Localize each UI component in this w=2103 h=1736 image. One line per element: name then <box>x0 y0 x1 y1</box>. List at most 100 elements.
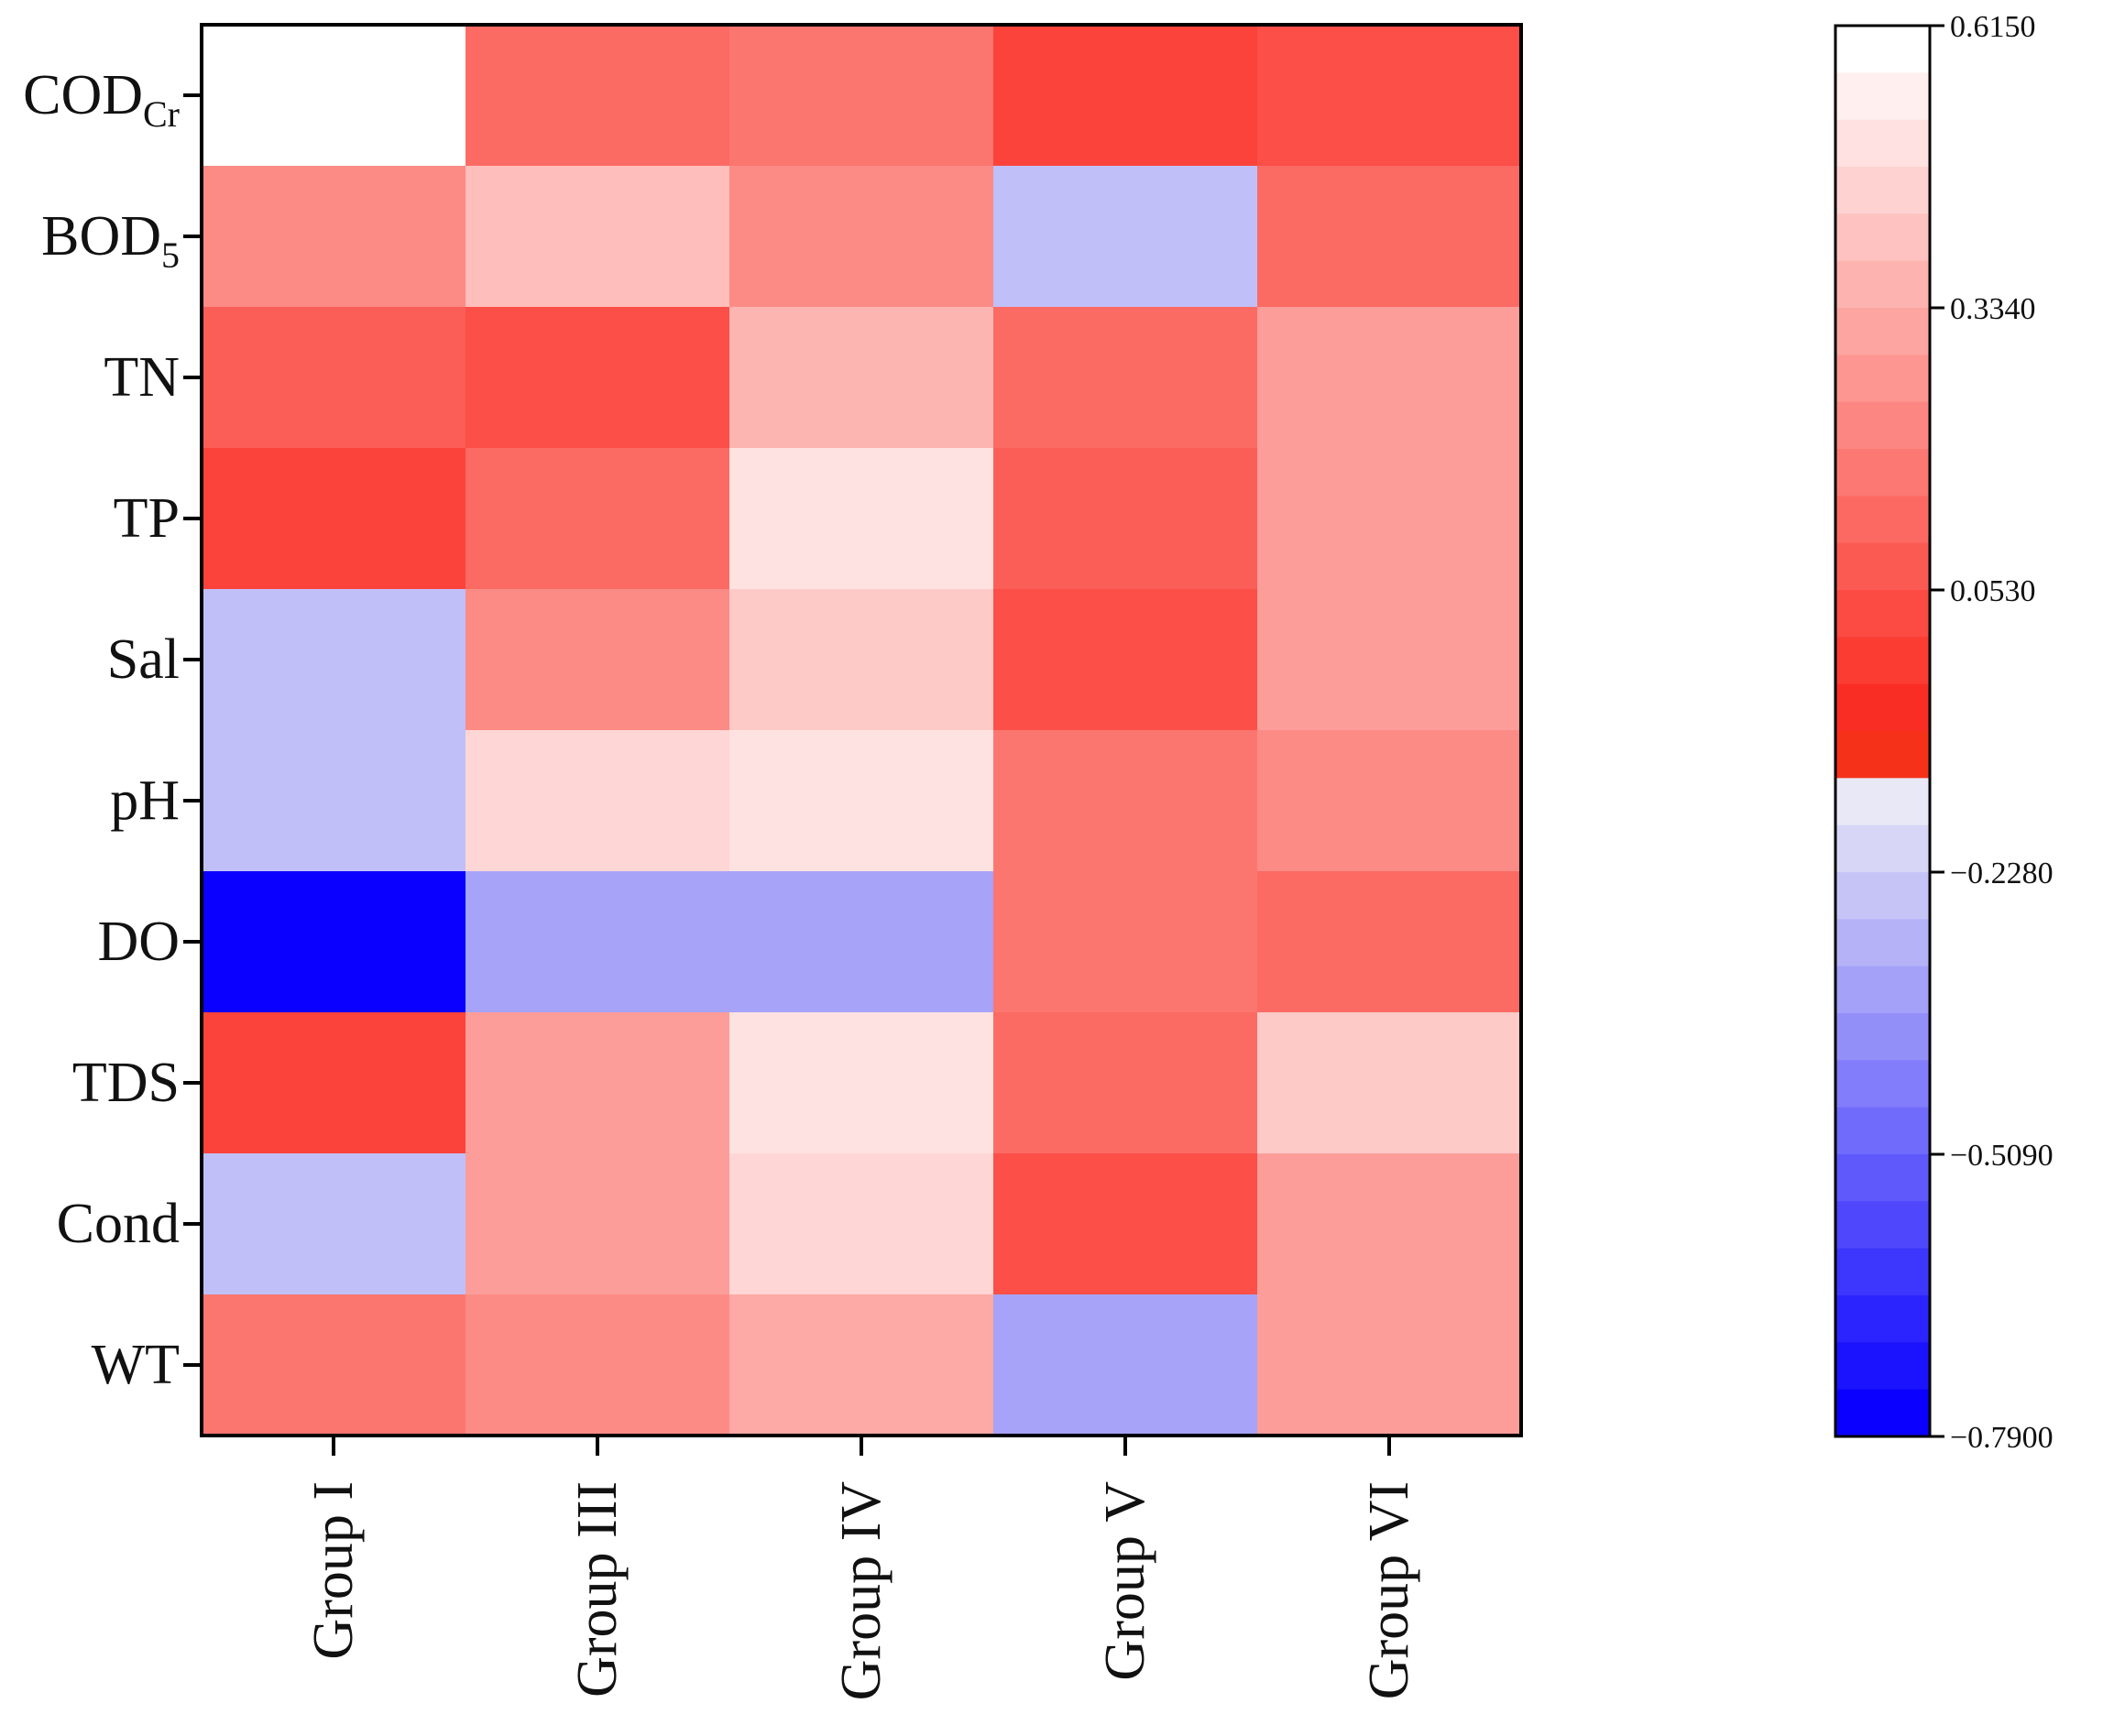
heatmap-cell-r2-c3 <box>993 307 1258 449</box>
heatmap-cell-r8-c0 <box>202 1153 466 1295</box>
colorbar-segment <box>1835 542 1930 591</box>
row-label: TDS <box>72 1052 180 1114</box>
colorbar-segment <box>1835 590 1930 638</box>
row-label-text: Cond <box>57 1193 180 1255</box>
colorbar: 0.6150 0.3340 0.0530 −0.2280 −0.5090 −0.7900 <box>1834 10 2054 1455</box>
heatmap-cell-r2-c1 <box>466 307 730 449</box>
row-label: pH <box>110 770 180 832</box>
heatmap-cell-r6-c0 <box>202 871 466 1013</box>
heatmap-cell-r6-c3 <box>993 871 1258 1013</box>
heatmap-cell-r7-c4 <box>1257 1012 1522 1154</box>
row-label-text: pH <box>110 770 180 832</box>
heatmap-cell-r6-c2 <box>729 871 994 1013</box>
colorbar-segment <box>1835 1389 1930 1437</box>
row-label-text: TP <box>114 487 180 550</box>
colorbar-segment <box>1835 26 1930 73</box>
heatmap-cell-r3-c0 <box>202 448 466 590</box>
row-label-text: Sal <box>107 628 180 691</box>
colorbar-segment <box>1835 966 1930 1014</box>
colorbar-segment <box>1835 778 1930 826</box>
colorbar-segment <box>1835 1201 1930 1250</box>
heatmap-cell-r9-c0 <box>202 1294 466 1436</box>
colorbar-tick-label: −0.5090 <box>1950 1139 2054 1173</box>
row-label-subscript: 5 <box>161 235 180 276</box>
row-label-text: WT <box>92 1334 180 1396</box>
row-label: CODCr <box>23 64 180 135</box>
colorbar-segment <box>1835 401 1930 450</box>
row-label: DO <box>97 911 180 973</box>
colorbar-segment <box>1835 731 1930 779</box>
heatmap-cell-r7-c0 <box>202 1012 466 1154</box>
row-label: WT <box>92 1334 180 1396</box>
heatmap-cell-r1-c2 <box>729 166 994 308</box>
heatmap-cell-r4-c4 <box>1257 589 1522 731</box>
heatmap-cell-r0-c1 <box>466 25 730 167</box>
colorbar-segment <box>1835 449 1930 497</box>
heatmap-cell-r0-c2 <box>729 25 994 167</box>
heatmap-cell-r9-c2 <box>729 1294 994 1436</box>
colorbar-segment <box>1835 72 1930 121</box>
colorbar-segment <box>1835 919 1930 967</box>
column-axis: Group I Group III Group IV Group V Group VI <box>302 1436 1420 1700</box>
heatmap-cells <box>202 25 1522 1436</box>
heatmap-cell-r1-c0 <box>202 166 466 308</box>
heatmap-cell-r1-c3 <box>993 166 1258 308</box>
heatmap-cell-r6-c1 <box>466 871 730 1013</box>
colorbar-tick-label: 0.3340 <box>1950 292 2036 326</box>
heatmap-cell-r4-c0 <box>202 589 466 731</box>
colorbar-segment <box>1835 872 1930 920</box>
colorbar-segment <box>1835 1295 1930 1343</box>
row-label-text: TDS <box>72 1052 180 1114</box>
heatmap-cell-r9-c4 <box>1257 1294 1522 1436</box>
row-label-text: DO <box>97 911 180 973</box>
heatmap-cell-r7-c1 <box>466 1012 730 1154</box>
colorbar-segment <box>1835 308 1930 355</box>
colorbar-segment <box>1835 496 1930 544</box>
row-label-text: BOD <box>41 205 161 267</box>
colorbar-tick-label: 0.6150 <box>1950 10 2036 44</box>
heatmap-cell-r3-c1 <box>466 448 730 590</box>
heatmap-cell-r1-c4 <box>1257 166 1522 308</box>
heatmap-cell-r4-c3 <box>993 589 1258 731</box>
heatmap-cell-r8-c2 <box>729 1153 994 1295</box>
row-label: TN <box>104 346 180 409</box>
heatmap-cell-r5-c1 <box>466 730 730 872</box>
colorbar-tick-label: −0.2280 <box>1950 857 2054 890</box>
column-label: Group IV <box>830 1481 893 1701</box>
heatmap-cell-r9-c3 <box>993 1294 1258 1436</box>
heatmap-cell-r2-c0 <box>202 307 466 449</box>
row-label: Sal <box>107 628 180 691</box>
row-label: BOD5 <box>41 205 180 276</box>
row-label: Cond <box>57 1193 180 1255</box>
heatmap-cell-r8-c1 <box>466 1153 730 1295</box>
colorbar-segment <box>1835 1107 1930 1155</box>
heatmap-cell-r3-c2 <box>729 448 994 590</box>
column-label: Group V <box>1094 1481 1156 1681</box>
colorbar-tick-label: −0.7900 <box>1950 1421 2054 1455</box>
heatmap-cell-r5-c0 <box>202 730 466 872</box>
colorbar-segment <box>1835 213 1930 262</box>
colorbar-segment <box>1835 1342 1930 1391</box>
heatmap-cell-r5-c4 <box>1257 730 1522 872</box>
colorbar-segment <box>1835 824 1930 873</box>
heatmap-cell-r8-c4 <box>1257 1153 1522 1295</box>
colorbar-segment <box>1835 1154 1930 1202</box>
colorbar-segment <box>1835 119 1930 168</box>
row-label-text: COD <box>23 64 143 126</box>
colorbar-segment <box>1835 1013 1930 1061</box>
heatmap-cell-r4-c1 <box>466 589 730 731</box>
colorbar-tick-label: 0.0530 <box>1950 574 2036 608</box>
heatmap-cell-r5-c2 <box>729 730 994 872</box>
row-label-subscript: Cr <box>143 93 180 135</box>
heatmap-cell-r3-c4 <box>1257 448 1522 590</box>
heatmap-cell-r0-c4 <box>1257 25 1522 167</box>
colorbar-segment <box>1835 637 1930 685</box>
column-label: Group VI <box>1358 1481 1420 1699</box>
heatmap-cell-r2-c2 <box>729 307 994 449</box>
heatmap-cell-r5-c3 <box>993 730 1258 872</box>
colorbar-segment <box>1835 260 1930 309</box>
heatmap-cell-r1-c1 <box>466 166 730 308</box>
heatmap-cell-r3-c3 <box>993 448 1258 590</box>
row-axis: CODCr BOD5 TN TP Sal pH DO TDS Cond WT <box>23 64 202 1396</box>
